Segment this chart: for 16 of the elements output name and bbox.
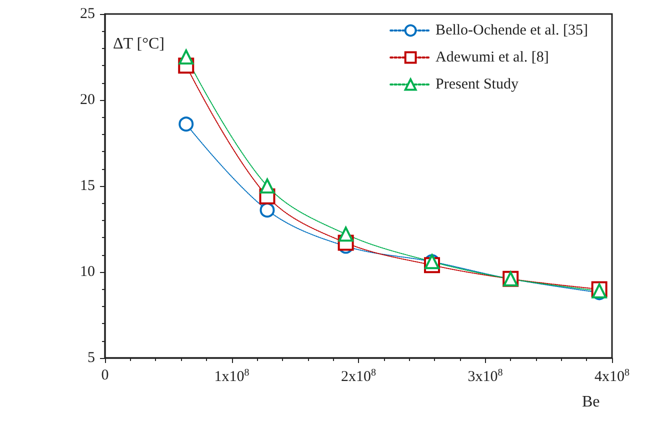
y-tick-label: 10: [80, 264, 95, 280]
legend-label: Bello-Ochende et al. [35]: [436, 22, 588, 38]
y-tick-label: 25: [80, 6, 95, 22]
y-tick-label: 20: [80, 92, 95, 108]
point: [338, 226, 354, 242]
point: [178, 50, 194, 64]
x-tick-label: 0: [101, 368, 109, 384]
point: [260, 202, 275, 218]
y-tick-label: 5: [88, 350, 95, 366]
point: [260, 178, 275, 194]
y-tick-label: 15: [80, 178, 95, 194]
point: [178, 116, 194, 132]
legend-label: Adewumi et al. [8]: [436, 50, 549, 66]
y-axis-title: ΔT [°C]: [113, 36, 164, 52]
legend-label: Present Study: [436, 76, 519, 92]
x-axis-title: Be: [582, 394, 600, 410]
